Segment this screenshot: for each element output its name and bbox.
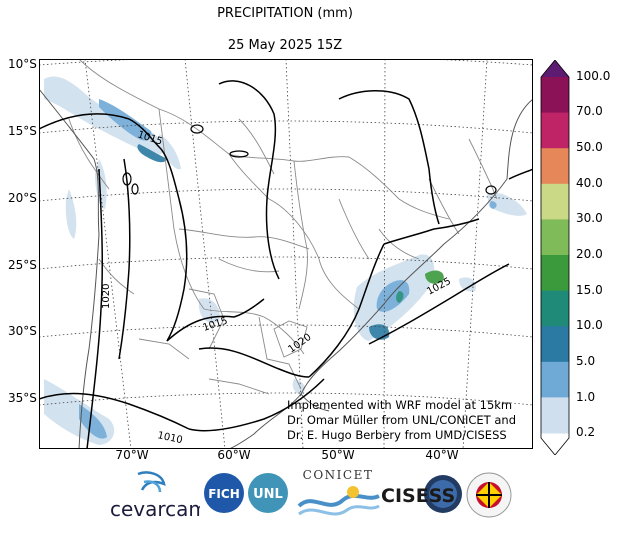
colorbar-segment [541, 183, 569, 220]
colorbar-segment [541, 219, 569, 256]
lon-label-40w: 40°W [425, 448, 459, 462]
precipitation-map: 1015 1020 1015 1020 1025 1010 [39, 59, 533, 449]
unl-logo: UNL [248, 473, 288, 513]
precipitation-field [44, 76, 527, 445]
lon-label-70w: 70°W [115, 448, 149, 462]
conicet-logo: CONICET [297, 468, 380, 516]
colorbar-extend-bottom [541, 438, 569, 455]
colorbar-tick: 30.0 [576, 211, 603, 225]
isobar-label: 1010 [156, 430, 183, 446]
lat-label-25s: 25°S [8, 258, 37, 272]
cisess-logo: CISESS [381, 475, 462, 513]
lat-label-35s: 35°S [8, 391, 37, 405]
colorbar-extend-top [541, 60, 569, 77]
chart-title: PRECIPITATION (mm) [217, 6, 353, 21]
fich-logo-text: FICH [208, 487, 240, 501]
colorbar-segment [541, 77, 569, 114]
lat-label-20s: 20°S [8, 191, 37, 205]
credit-text: Implemented with WRF model at 15km Dr. O… [287, 398, 516, 443]
colorbar-segment [541, 148, 569, 185]
colorbar-tick: 50.0 [576, 140, 603, 154]
isobar-label: 1020 [101, 284, 112, 309]
colorbar [540, 60, 570, 455]
isobar-closed-contours [122, 124, 497, 195]
fich-logo: FICH [204, 473, 244, 513]
colorbar-tick: 10.0 [576, 318, 603, 332]
colorbar-segment [541, 290, 569, 327]
colorbar-segment [541, 255, 569, 292]
colorbar-tick: 1.0 [576, 390, 596, 404]
credit-line: Dr. Omar Müller from UNL/CONICET and [287, 413, 516, 427]
colorbar-tick: 20.0 [576, 247, 603, 261]
lon-label-50w: 50°W [321, 448, 355, 462]
lat-label-30s: 30°S [8, 324, 37, 338]
colorbar-segment [541, 326, 569, 363]
umd-seal-logo [466, 472, 512, 518]
colorbar-tick: 40.0 [576, 176, 603, 190]
credit-line: Dr. E. Hugo Berbery from UMD/CISESS [287, 428, 507, 442]
chart-subtitle: 25 May 2025 15Z [227, 38, 343, 53]
political-borders [68, 59, 498, 395]
cevarcam-logo: cevarcam [110, 471, 200, 521]
map-frame [39, 59, 533, 449]
isobars [39, 80, 533, 449]
colorbar-segment [541, 361, 569, 398]
colorbar-tick: 0.2 [576, 425, 596, 439]
conicet-logo-text: CONICET [303, 468, 374, 482]
colorbar-tick: 5.0 [576, 354, 596, 368]
cevarcam-logo-text: cevarcam [110, 497, 200, 521]
graticule [39, 59, 533, 449]
unl-logo-text: UNL [253, 487, 283, 502]
lon-label-60w: 60°W [217, 448, 251, 462]
colorbar-tick: 70.0 [576, 104, 603, 118]
colorbar-tick: 100.0 [576, 69, 611, 83]
cisess-logo-text: CISESS [381, 485, 455, 507]
colorbar-segment [541, 397, 569, 434]
lat-label-10s: 10°S [8, 57, 37, 71]
colorbar-segment [541, 112, 569, 149]
credit-line: Implemented with WRF model at 15km [287, 398, 513, 412]
lat-label-15s: 15°S [8, 124, 37, 138]
colorbar-tick: 15.0 [576, 283, 603, 297]
